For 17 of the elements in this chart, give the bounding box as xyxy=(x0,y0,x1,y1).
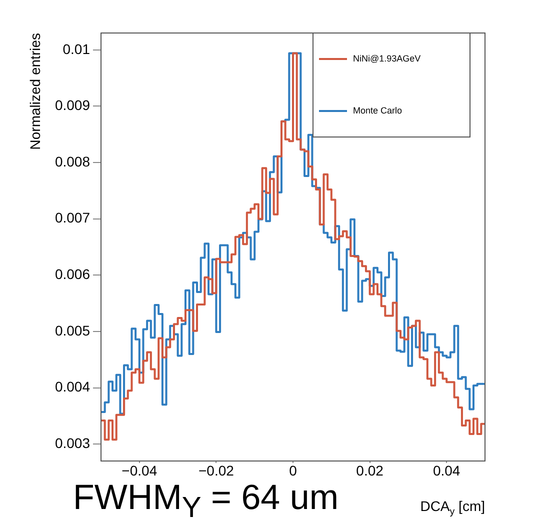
y-tick-label: 0.007 xyxy=(54,210,90,226)
x-tick-label: −0.04 xyxy=(122,462,158,478)
y-axis-title: Normalized entries xyxy=(27,32,43,150)
y-tick-label: 0.004 xyxy=(54,378,90,395)
y-tick-label: 0.005 xyxy=(54,322,90,338)
x-tick-label: 0.04 xyxy=(432,462,460,478)
y-tick-label: 0.01 xyxy=(62,40,90,57)
x-tick-label: 0.02 xyxy=(356,462,384,478)
legend-label: Monte Carlo xyxy=(353,105,402,116)
x-tick-label: −0.02 xyxy=(198,462,234,478)
y-tick-label: 0.003 xyxy=(54,434,90,451)
text: FWHM$_{Y}$ = 64 um xyxy=(73,478,338,519)
y-tick-label: 0.009 xyxy=(54,97,90,114)
x-tick-label: 0 xyxy=(289,462,298,478)
y-tick-label: 0.006 xyxy=(54,266,90,282)
y-tick-label: 0.008 xyxy=(54,153,90,170)
legend-label: NiNi@1.93AGeV xyxy=(353,53,421,64)
